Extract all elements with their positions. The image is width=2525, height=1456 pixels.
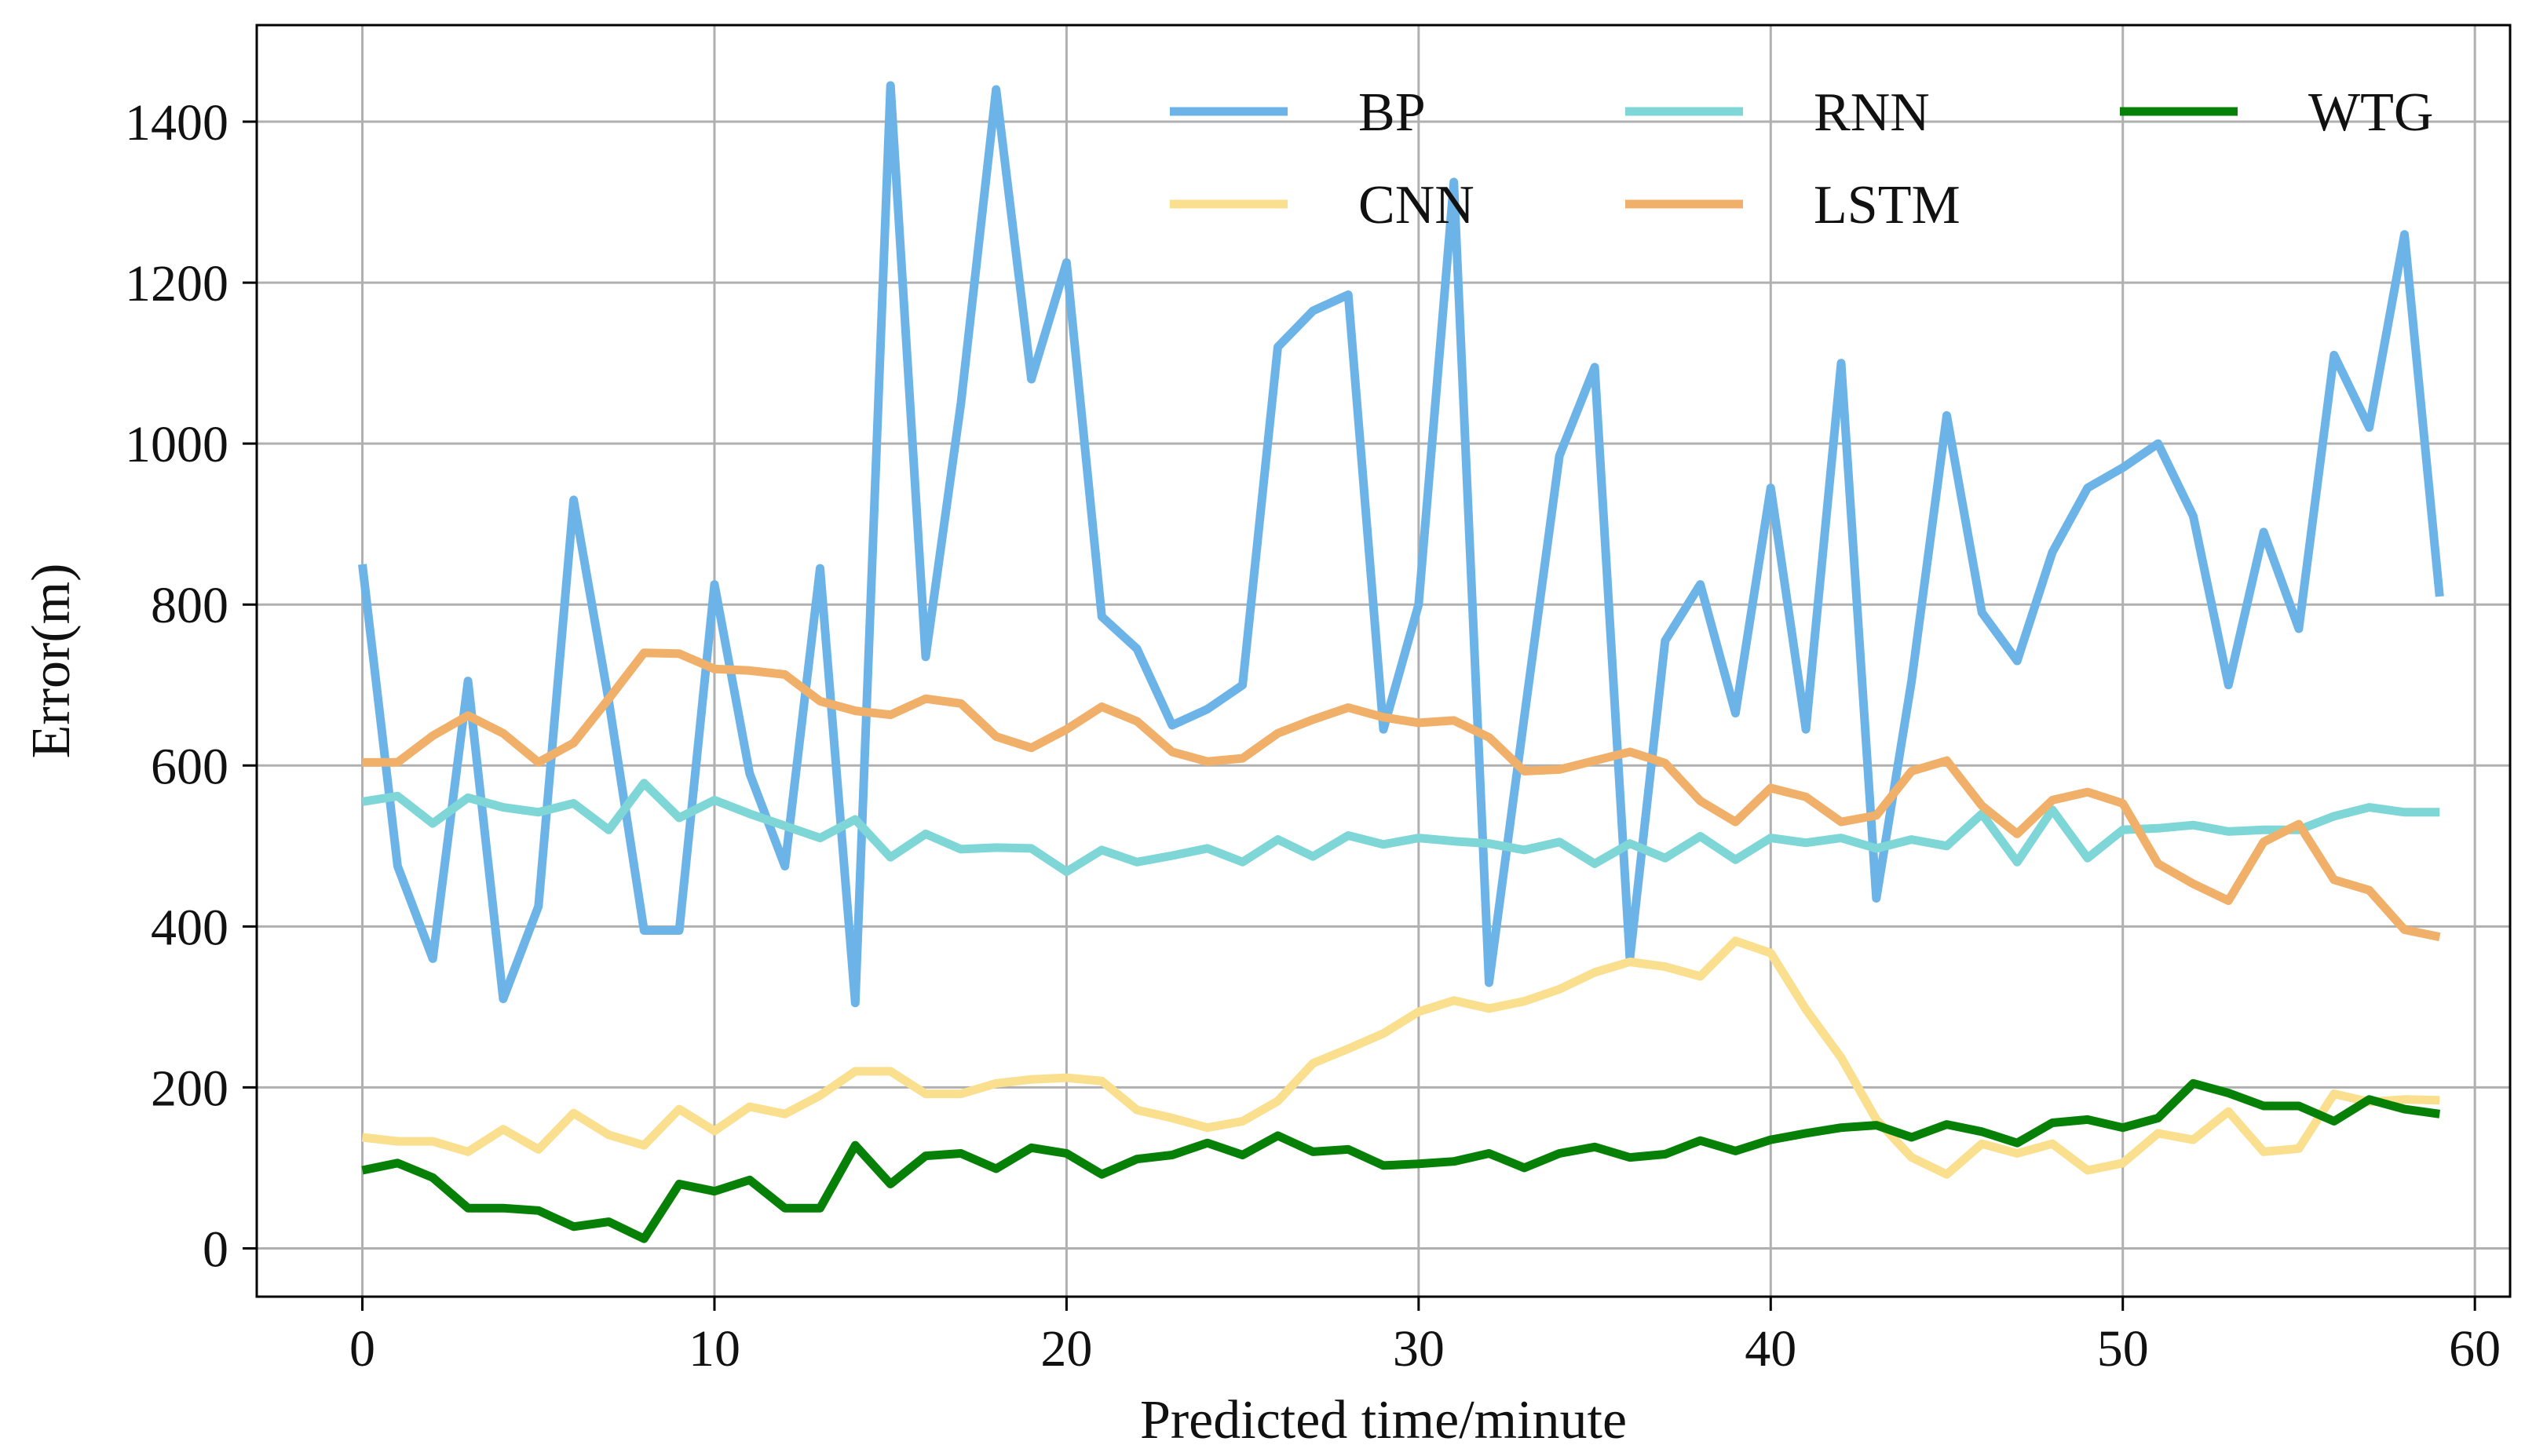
legend-label-wtg: WTG	[2308, 82, 2433, 143]
legend: BP RNN WTG CNN LSTM	[1170, 82, 2433, 235]
legend-label-bp: BP	[1358, 82, 1426, 143]
x-tick-label: 0	[349, 1320, 375, 1378]
series-line-wtg	[361, 1078, 2441, 1243]
series-line-cnn	[361, 936, 2440, 1179]
x-tick-label: 20	[1040, 1320, 1092, 1378]
legend-label-lstm: LSTM	[1814, 175, 1960, 235]
y-axis-title: Error(m)	[21, 564, 82, 759]
series-line-lstm	[362, 648, 2441, 942]
legend-label-rnn: RNN	[1814, 82, 1930, 143]
y-tick-label: 1200	[125, 255, 228, 312]
x-tick-label: 40	[1745, 1320, 1796, 1378]
x-tick-label: 30	[1393, 1320, 1445, 1378]
plot-frame	[255, 24, 2512, 1298]
x-tick-label: 60	[2449, 1320, 2501, 1378]
axis-ticks	[243, 120, 2476, 1311]
legend-label-cnn: CNN	[1358, 175, 1474, 235]
y-tick-label: 0	[203, 1221, 228, 1278]
y-tick-label: 800	[151, 577, 228, 634]
y-tick-label: 1000	[125, 416, 228, 473]
series-lines	[358, 81, 2444, 1243]
x-tick-label: 50	[2097, 1320, 2149, 1378]
grid-lines	[257, 25, 2510, 1297]
y-tick-label: 1400	[125, 94, 228, 151]
y-tick-label: 200	[151, 1060, 228, 1117]
x-axis-title: Predicted time/minute	[1140, 1390, 1627, 1451]
y-tick-label: 600	[151, 738, 228, 795]
series-line-bp	[358, 81, 2444, 1008]
x-tick-label: 10	[689, 1320, 740, 1378]
y-tick-label: 400	[151, 899, 228, 956]
series-line-rnn	[361, 779, 2440, 877]
